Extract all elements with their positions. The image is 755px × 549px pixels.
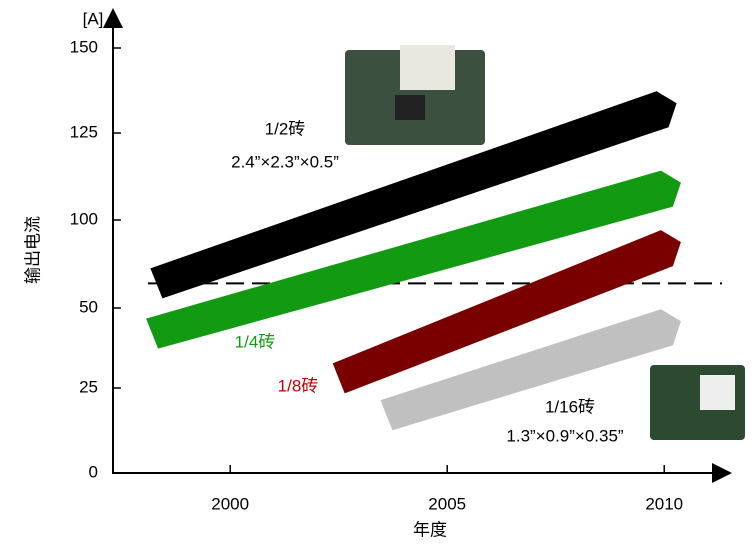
y-tick-label: 0 <box>89 462 98 481</box>
series-label: 1/16砖 <box>545 397 595 416</box>
y-unit: [A] <box>83 9 104 28</box>
y-axis-label: 输出电流 <box>23 216 42 284</box>
module-photo-large <box>345 45 485 145</box>
chart: [A] 输出电流 年度 0 25 50 100 125 150 2000 2005 2010 1/… <box>0 0 755 549</box>
series-size: 1.3”×0.9”×0.35” <box>506 426 624 445</box>
module-photo-small <box>650 365 745 440</box>
y-tick-label: 100 <box>70 209 98 228</box>
series-label: 1/4砖 <box>235 332 276 351</box>
y-tick-label: 25 <box>79 377 98 396</box>
y-tick-label: 50 <box>79 297 98 316</box>
x-axis-label: 年度 <box>413 520 447 539</box>
series-label: 1/2砖 <box>265 119 306 138</box>
x-tick-label: 2000 <box>211 494 249 513</box>
x-tick-label: 2010 <box>645 494 683 513</box>
x-tick-label: 2005 <box>428 494 466 513</box>
series-size: 2.4”×2.3”×0.5” <box>231 152 339 171</box>
y-tick-label: 150 <box>70 37 98 56</box>
series-label: 1/8砖 <box>278 376 319 395</box>
y-tick-label: 125 <box>70 122 98 141</box>
